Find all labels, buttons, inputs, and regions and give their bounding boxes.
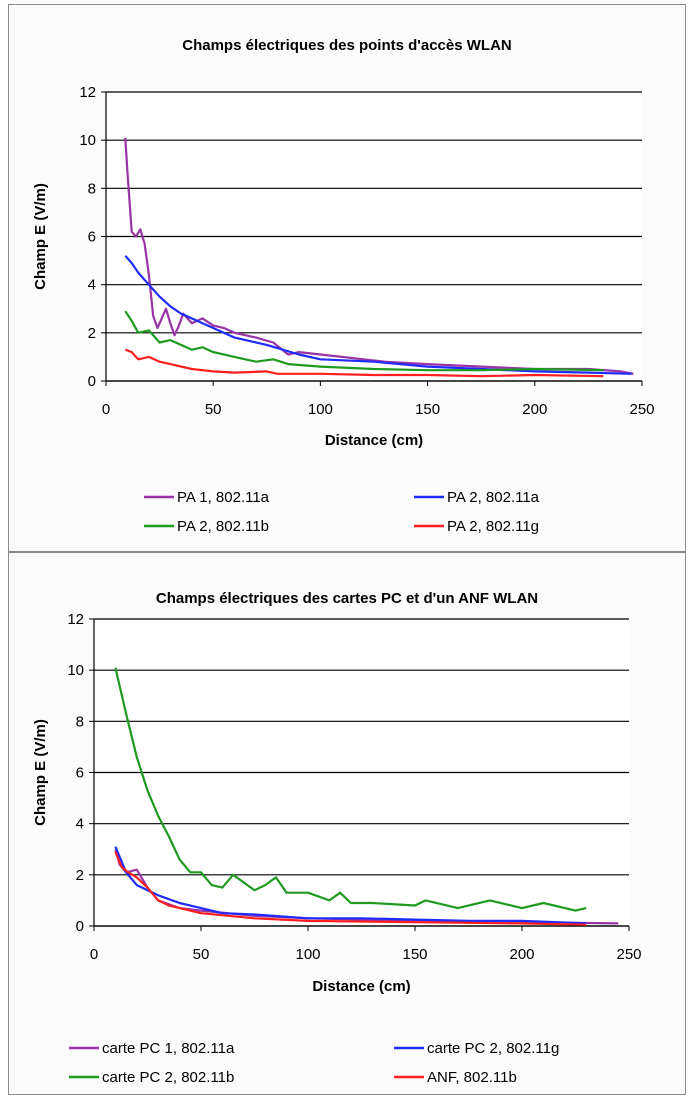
y-tick-label: 4 (88, 277, 96, 294)
y-tick-label: 4 (76, 816, 84, 833)
y-tick-label: 12 (79, 84, 96, 101)
x-tick-label: 100 (308, 401, 333, 418)
y-tick-label: 2 (88, 325, 96, 342)
y-tick-label: 6 (76, 765, 84, 782)
y-tick-label: 10 (79, 132, 96, 149)
y-tick-label: 0 (76, 918, 84, 935)
series-line-4 (124, 348, 604, 378)
chart-1-svg: Champs électriques des points d'accès WL… (32, 37, 655, 535)
chart-panel-2: Champs électriques des cartes PC et d'un… (8, 552, 686, 1095)
y-tick-label: 6 (88, 229, 96, 246)
chart-title: Champs électriques des points d'accès WL… (182, 37, 512, 54)
x-axis-label: Distance (cm) (312, 978, 410, 995)
series-line-3 (124, 310, 604, 372)
legend-label-3: PA 2, 802.11b (177, 518, 269, 535)
legend-label-3: carte PC 2, 802.11b (102, 1069, 234, 1086)
y-axis-label: Champ E (V/m) (32, 183, 49, 290)
x-tick-label: 250 (616, 946, 641, 963)
chart-panel-1: Champs électriques des points d'accès WL… (8, 4, 686, 552)
x-tick-label: 50 (205, 401, 222, 418)
x-tick-label: 50 (193, 946, 210, 963)
legend-label-2: PA 2, 802.11a (447, 489, 540, 506)
y-tick-label: 8 (76, 713, 84, 730)
series-line-4 (114, 851, 587, 926)
x-tick-label: 150 (415, 401, 440, 418)
x-axis-label: Distance (cm) (325, 432, 423, 449)
y-axis-label: Champ E (V/m) (32, 719, 49, 826)
x-tick-label: 200 (522, 401, 547, 418)
x-tick-label: 0 (102, 401, 110, 418)
x-tick-label: 100 (295, 946, 320, 963)
series-line-2 (114, 846, 587, 925)
y-tick-label: 10 (67, 662, 84, 679)
y-tick-label: 8 (88, 180, 96, 197)
x-tick-label: 0 (90, 946, 98, 963)
y-tick-label: 12 (67, 611, 84, 628)
x-tick-label: 150 (402, 946, 427, 963)
legend-label-4: PA 2, 802.11g (447, 518, 539, 535)
series-line-3 (114, 667, 587, 912)
chart-title: Champs électriques des cartes PC et d'un… (156, 590, 538, 607)
y-tick-label: 0 (88, 373, 96, 390)
legend-label-1: carte PC 1, 802.11a (102, 1040, 235, 1057)
legend-label-1: PA 1, 802.11a (177, 489, 270, 506)
series-line-1 (124, 137, 634, 375)
y-tick-label: 2 (76, 867, 84, 884)
x-tick-label: 200 (509, 946, 534, 963)
chart-2-svg: Champs électriques des cartes PC et d'un… (32, 590, 642, 1086)
legend-label-2: carte PC 2, 802.11g (427, 1040, 559, 1057)
series-line-2 (124, 255, 632, 375)
legend-label-4: ANF, 802.11b (427, 1069, 517, 1086)
x-tick-label: 250 (629, 401, 654, 418)
